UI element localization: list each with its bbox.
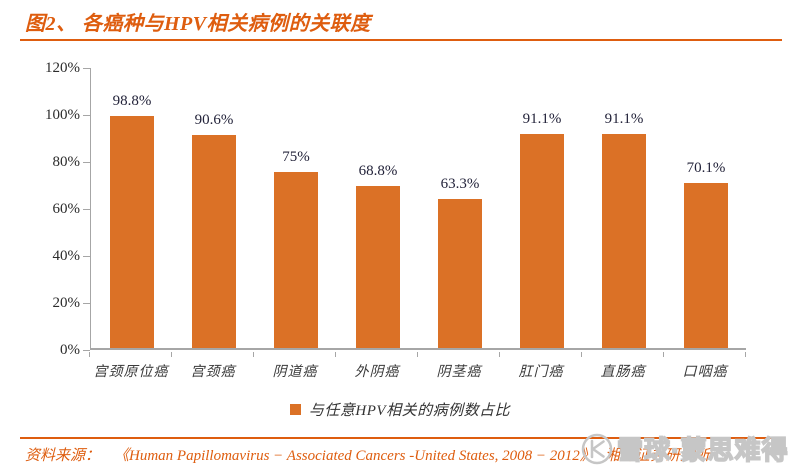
y-tick-mark: [83, 209, 90, 210]
x-tick-mark: [581, 352, 582, 357]
y-tick-label: 120%: [45, 60, 80, 76]
source-organization: 湘财证券研究所: [604, 448, 710, 464]
footer-divider: [20, 437, 782, 439]
x-category-label: 宫颈原位癌: [93, 365, 169, 380]
y-tick-label: 80%: [52, 154, 81, 170]
y-tick-mark: [83, 115, 90, 116]
bar-value-label: 70.1%: [686, 160, 726, 176]
bar-value-label: 98.8%: [112, 93, 152, 109]
legend-swatch: [289, 404, 301, 415]
x-tick-mark: [335, 352, 336, 357]
x-tick-mark: [171, 352, 172, 357]
y-tick-label: 100%: [45, 107, 80, 123]
y-tick-mark: [83, 256, 90, 257]
bar-宫颈癌: [192, 135, 236, 348]
y-tick-label: 60%: [52, 201, 81, 217]
source-label: 资料来源：: [25, 448, 101, 464]
bar-value-label: 90.6%: [194, 112, 234, 128]
bar-value-label: 91.1%: [522, 111, 562, 127]
x-category-label: 宫颈癌: [190, 365, 236, 380]
y-tick-mark: [83, 303, 90, 304]
y-tick-mark: [83, 350, 90, 351]
bar-肛门癌: [520, 134, 564, 348]
source-reference: 《Human Papillomavirus − Associated Cance…: [114, 448, 595, 464]
y-axis-ticks: [83, 68, 91, 352]
x-tick-mark: [663, 352, 664, 357]
y-tick-mark: [83, 162, 90, 163]
bar-value-label: 75%: [282, 149, 310, 165]
x-tick-mark: [89, 352, 90, 357]
bar-阴道癌: [274, 172, 318, 348]
title-divider: [20, 39, 782, 41]
x-category-label: 肛门癌: [518, 365, 564, 380]
legend-label: 与任意HPV相关的病例数占比: [308, 403, 511, 419]
x-category-label: 直肠癌: [600, 365, 646, 380]
x-tick-mark: [745, 352, 746, 357]
y-tick-label: 40%: [52, 248, 81, 264]
bar-宫颈原位癌: [110, 116, 154, 348]
bar-阴茎癌: [438, 199, 482, 348]
x-category-label: 阴茎癌: [436, 365, 482, 380]
y-tick-label: 0%: [60, 342, 80, 358]
chart-legend: 与任意HPV相关的病例数占比: [0, 399, 800, 420]
bar-口咽癌: [684, 183, 728, 348]
x-axis-ticks: [89, 352, 747, 358]
x-category-label: 口咽癌: [682, 365, 728, 380]
bar-外阴癌: [356, 186, 400, 348]
bar-value-label: 91.1%: [604, 111, 644, 127]
x-axis-labels: 宫颈原位癌 宫颈癌 阴道癌 外阴癌 阴茎癌 肛门癌 直肠癌 口咽癌: [90, 361, 746, 383]
x-tick-mark: [499, 352, 500, 357]
chart-title: 图2、 各癌种与HPV相关病例的关联度: [25, 13, 371, 35]
source-line: 资料来源： 《Human Papillomavirus − Associated …: [25, 444, 710, 465]
bar-直肠癌: [602, 134, 646, 348]
x-tick-mark: [417, 352, 418, 357]
y-axis-labels: 120% 100% 80% 60% 40% 20% 0%: [0, 59, 80, 369]
x-tick-mark: [253, 352, 254, 357]
bar-value-label: 63.3%: [440, 176, 480, 192]
x-category-label: 外阴癌: [354, 365, 400, 380]
bar-value-label: 68.8%: [358, 163, 398, 179]
plot-area: 98.8% 90.6% 75% 68.8% 63.3% 91.1% 91.1% 70.1%: [90, 68, 746, 350]
y-tick-label: 20%: [52, 295, 81, 311]
x-category-label: 阴道癌: [272, 365, 318, 380]
y-tick-mark: [83, 68, 90, 69]
